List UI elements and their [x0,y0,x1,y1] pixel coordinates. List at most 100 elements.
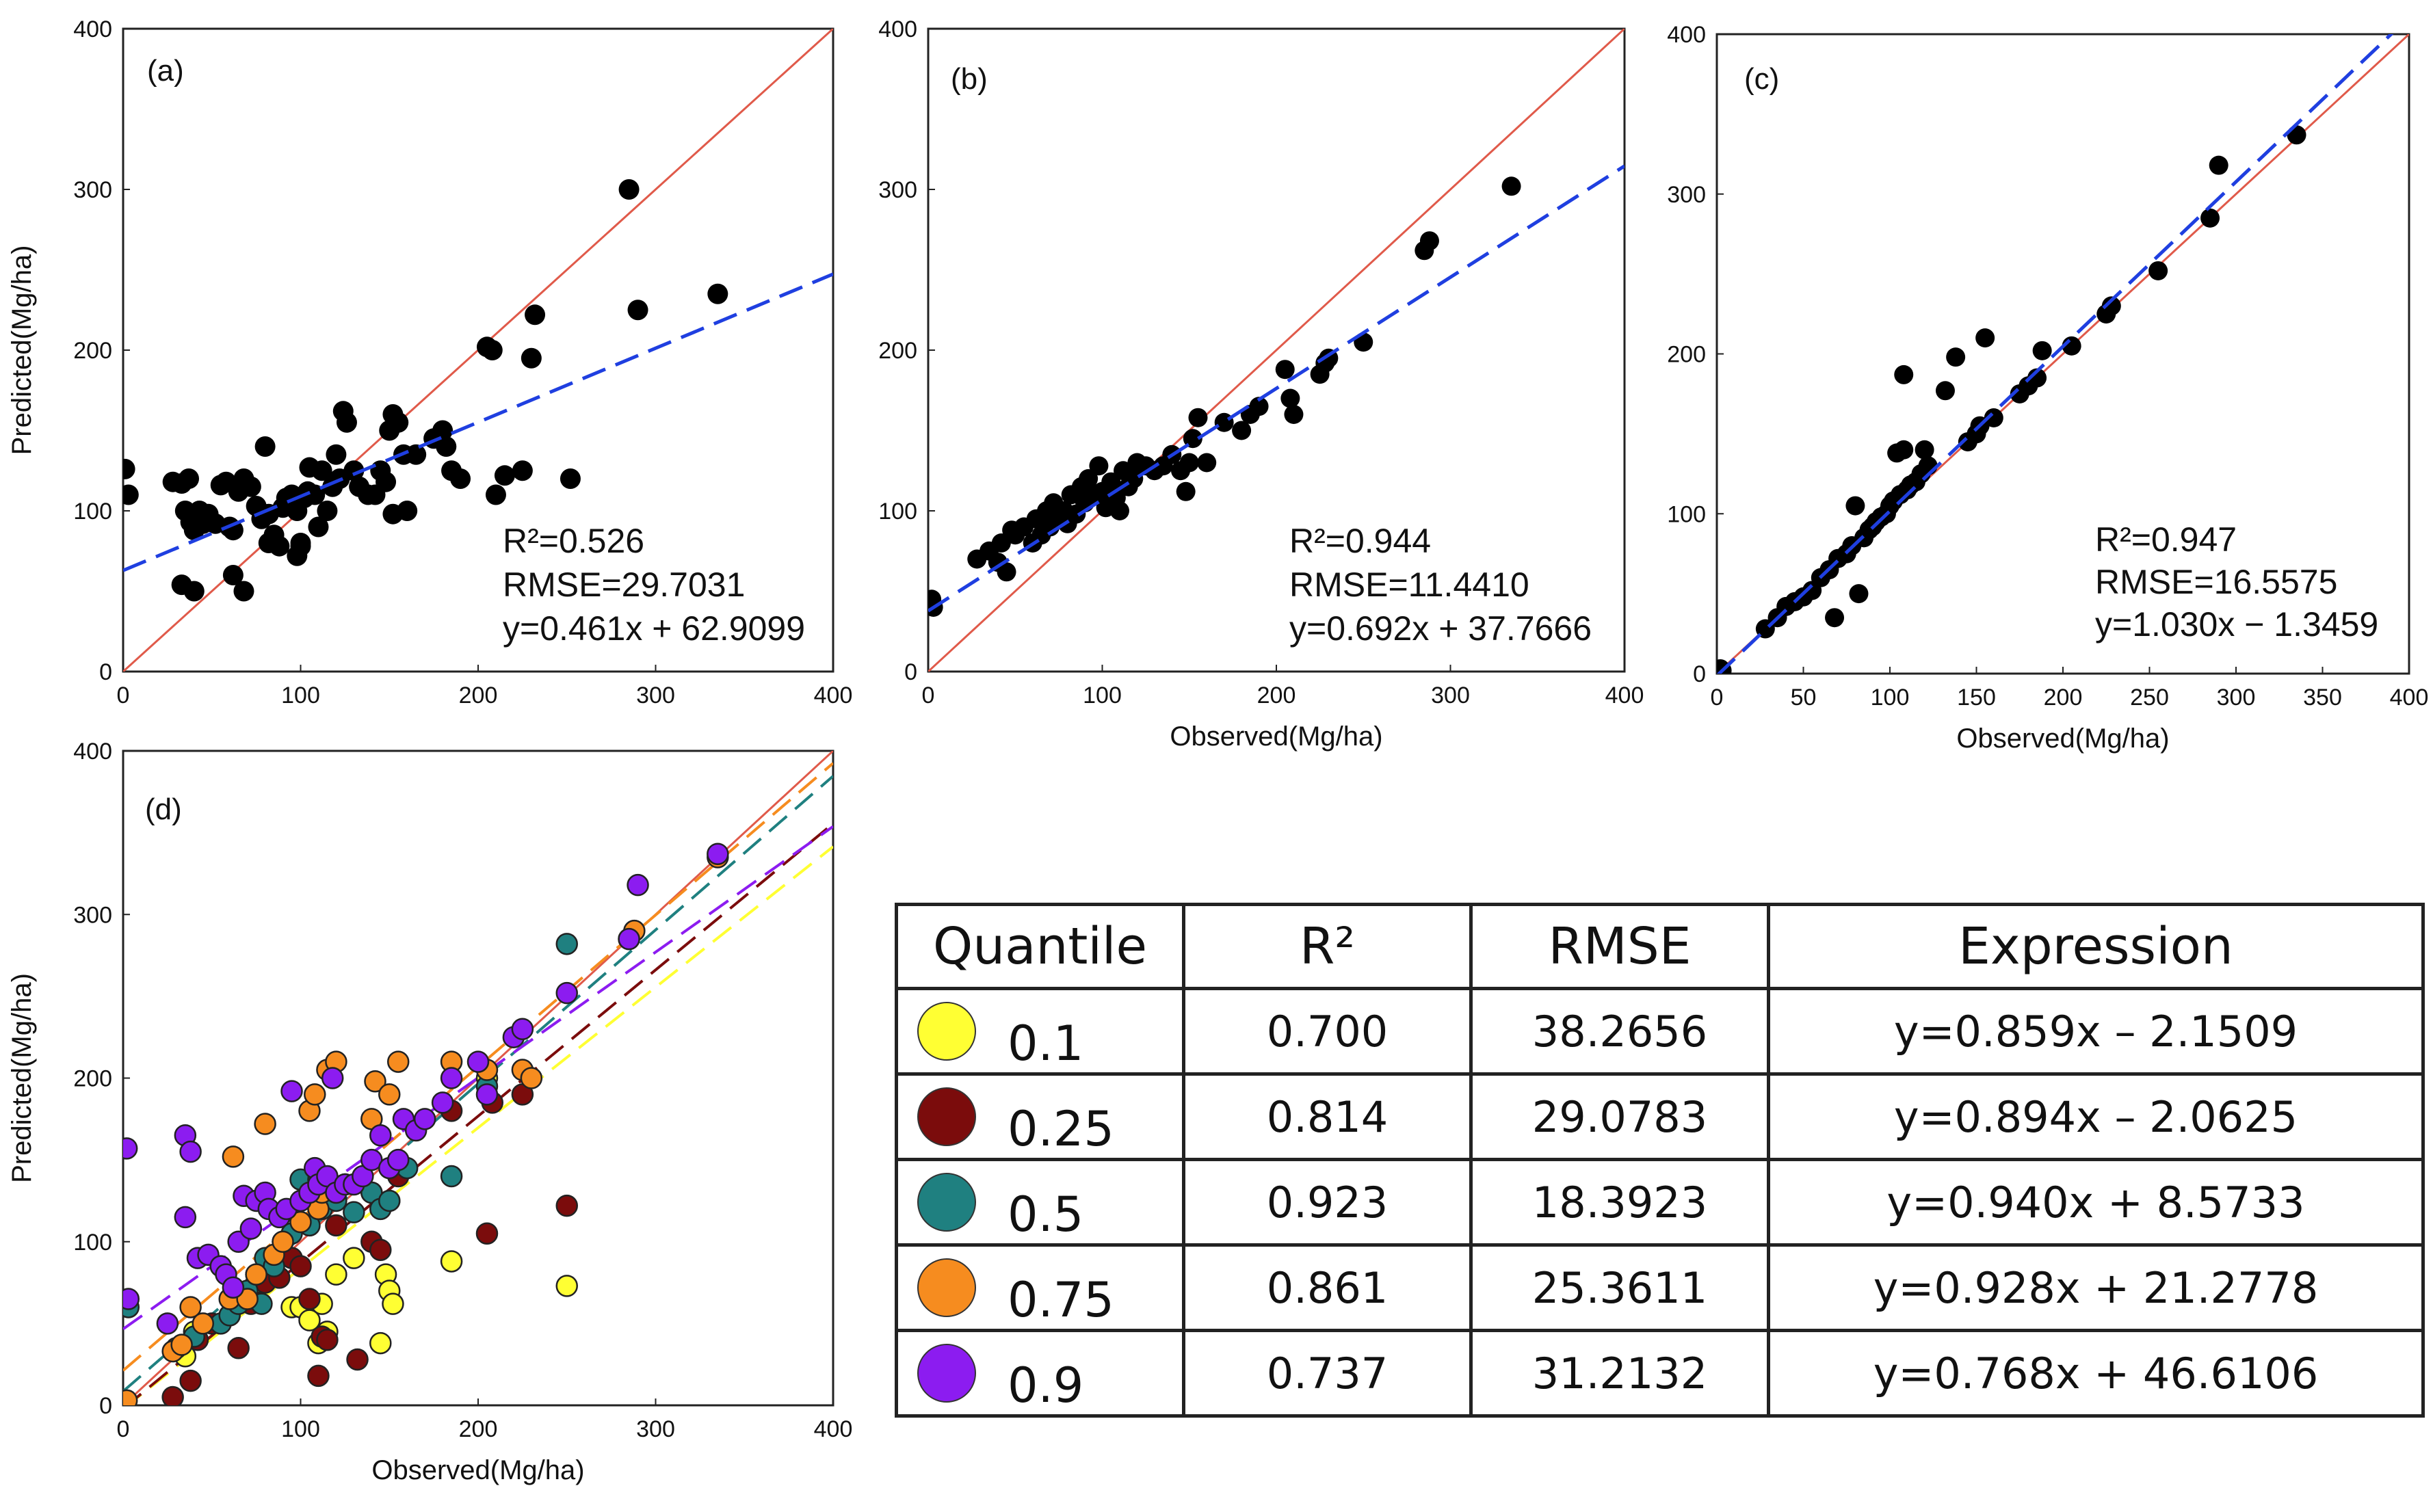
data-point-q0.25 [161,1385,184,1405]
equation-annotation: y=1.030x − 1.3459 [2095,605,2378,644]
data-point [1849,584,1869,604]
plot-area [928,29,1625,672]
r2-cell: 0.923 [1182,1158,1473,1247]
rmse-annotation: RMSE=16.5575 [2095,563,2337,601]
data-point [1197,453,1217,473]
data-point-q0.1 [440,1250,463,1273]
rmse-cell: 25.3611 [1469,1243,1770,1332]
plot-area [123,751,833,1405]
quantile-cell: 0.75 [895,1243,1185,1332]
data-point [450,468,471,489]
data-point-q0.5 [440,1165,463,1188]
expression-cell: y=0.928x + 21.2778 [1767,1243,2425,1332]
data-point [560,468,581,489]
data-point-q0.9 [179,1140,202,1163]
data-point [1232,421,1252,440]
data-point [290,535,311,557]
data-point [2209,155,2228,175]
header-expression: Expression [1767,903,2425,990]
data-point-q0.25 [289,1255,312,1277]
data-point [304,484,326,505]
data-point-q0.9 [222,1276,245,1299]
data-point [1935,381,1955,401]
data-point-q0.1 [382,1292,404,1315]
data-point-q0.1 [555,1275,578,1297]
data-point [1275,360,1295,380]
quantile-value: 0.75 [1008,1272,1114,1328]
data-point-q0.25 [298,1288,321,1310]
one-to-one-line [928,29,1625,672]
data-point [233,581,254,602]
data-point [521,347,542,369]
data-point [627,300,648,321]
y-tick-label: 400 [1667,22,1706,48]
data-point-q0.75 [245,1263,267,1286]
data-point [1501,176,1521,196]
x-tick-label: 100 [1871,685,1910,711]
data-point-q0.75 [192,1312,215,1335]
y-tick-label: 300 [73,902,112,928]
data-point [1915,440,1934,460]
data-point [1089,456,1109,476]
panel-label: (a) [147,54,184,88]
x-tick-label: 400 [814,1416,853,1442]
data-point-q0.5 [378,1189,401,1212]
table-row: 0.1 0.700 38.2656 y=0.859x – 2.1509 [895,987,2425,1076]
equation-annotation: y=0.692x + 37.7666 [1289,609,1592,648]
x-tick-label: 0 [922,682,935,708]
panel-label: (d) [145,793,182,826]
quantile-color-swatch [917,1258,976,1317]
rmse-cell: 31.2132 [1469,1329,1770,1418]
quantile-cell: 0.1 [895,987,1185,1076]
data-point [1918,456,1938,476]
data-point [254,436,276,457]
x-tick-label: 200 [2044,685,2083,711]
quantile-color-swatch [917,1002,976,1061]
data-point [240,476,261,497]
x-tick-label: 200 [459,1416,498,1442]
data-point [525,304,546,326]
y-tick-label: 300 [878,177,917,203]
y-tick-label: 0 [99,1393,112,1419]
data-point-q0.25 [555,1194,578,1217]
data-point [406,444,427,465]
y-axis-label: Predicted(Mg/ha) [7,246,37,455]
x-tick-label: 100 [281,1416,320,1442]
x-tick-label: 300 [636,682,675,708]
plot-area [123,29,833,672]
data-point-q0.5 [555,933,578,955]
data-point-q0.25 [227,1337,250,1360]
data-point [336,412,357,433]
table-row: 0.9 0.737 31.2132 y=0.768x + 46.6106 [895,1329,2425,1418]
data-point [997,562,1016,582]
data-point [1975,328,1995,348]
data-point [485,484,506,505]
data-point-q0.75 [179,1296,202,1318]
data-point-q0.9 [618,927,640,951]
fit-line [1717,34,2394,674]
data-point-q0.25 [307,1364,330,1388]
data-point-q0.75 [254,1113,276,1135]
data-point-q0.9 [369,1124,392,1147]
data-point-q0.75 [222,1145,245,1168]
header-quantile: Quantile [895,903,1185,990]
x-axis-label: Observed(Mg/ha) [1170,721,1382,752]
y-tick-label: 300 [73,177,112,203]
data-point [343,460,365,481]
r2-annotation: R²=0.944 [1289,522,1431,560]
data-point [1176,481,1196,501]
y-tick-label: 100 [878,499,917,525]
x-tick-label: 0 [117,1416,130,1442]
plot-area [1717,34,2409,674]
table-header-row: Quantile R² RMSE Expression [895,903,2425,990]
y-tick-label: 300 [1667,182,1706,208]
data-point [123,458,135,479]
data-point [2027,368,2047,388]
data-point-q0.1 [325,1263,347,1286]
data-point [432,420,453,441]
quantile-stats-table: Quantile R² RMSE Expression 0.1 0.700 38… [895,903,2425,1418]
x-tick-label: 400 [2390,685,2429,711]
data-point-q0.9 [239,1217,263,1240]
data-point [482,340,503,360]
